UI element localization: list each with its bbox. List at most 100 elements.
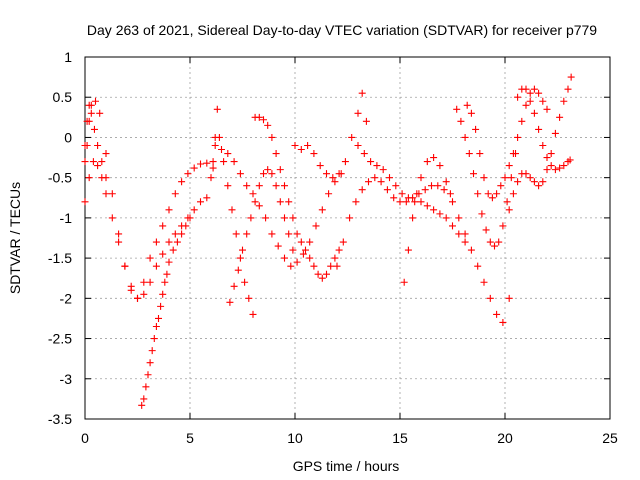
data-point — [272, 150, 280, 158]
data-point — [331, 254, 339, 262]
x-tick-label: 5 — [186, 430, 194, 446]
x-tick-label: 20 — [497, 430, 513, 446]
data-point — [362, 117, 370, 125]
data-point — [262, 214, 270, 222]
data-point — [289, 246, 297, 254]
data-point — [98, 158, 106, 166]
data-point — [121, 262, 129, 270]
data-point — [159, 250, 167, 258]
data-point — [556, 113, 564, 121]
data-point — [230, 158, 238, 166]
data-point — [249, 310, 257, 318]
data-point — [467, 246, 475, 254]
data-point — [535, 89, 543, 97]
data-point — [518, 117, 526, 125]
y-tick-label: -2 — [60, 290, 73, 306]
data-point — [467, 109, 475, 117]
data-point — [409, 214, 417, 222]
data-point — [264, 121, 272, 129]
data-point — [306, 254, 314, 262]
data-point — [243, 182, 251, 190]
data-point — [327, 262, 335, 270]
data-point — [289, 214, 297, 222]
data-point — [564, 85, 572, 93]
data-point — [197, 160, 204, 168]
data-point — [417, 174, 425, 182]
data-point — [551, 129, 559, 137]
data-point — [449, 198, 456, 206]
data-point — [377, 178, 385, 186]
data-point — [171, 190, 179, 198]
data-point — [505, 294, 513, 302]
data-point — [304, 141, 312, 149]
series-d — [138, 214, 194, 409]
data-point — [470, 170, 477, 178]
data-point — [85, 174, 93, 182]
data-point — [236, 170, 244, 178]
data-point — [285, 198, 293, 206]
series-c — [81, 101, 110, 182]
data-point — [457, 117, 465, 125]
data-point — [543, 105, 551, 113]
data-point — [272, 182, 280, 190]
data-point — [436, 162, 444, 170]
data-point — [281, 214, 288, 222]
data-point — [379, 166, 387, 174]
data-point — [318, 274, 326, 282]
data-point — [268, 230, 276, 238]
data-point — [108, 214, 116, 222]
data-point — [159, 290, 167, 298]
data-point — [92, 97, 99, 105]
data-point — [287, 262, 295, 270]
data-point — [209, 158, 217, 166]
data-point — [400, 278, 408, 286]
data-point — [480, 174, 488, 182]
data-point — [390, 194, 398, 202]
data-point — [509, 150, 517, 158]
data-point — [138, 401, 146, 409]
data-point — [144, 371, 152, 379]
data-point — [94, 162, 102, 170]
data-point — [453, 105, 461, 113]
data-point — [352, 198, 360, 206]
data-point — [218, 146, 225, 154]
data-point — [501, 174, 509, 182]
data-point — [306, 238, 314, 246]
chart-title: Day 263 of 2021, Sidereal Day-to-day VTE… — [87, 22, 597, 38]
data-point — [354, 109, 362, 117]
data-point — [499, 222, 507, 230]
data-point — [526, 89, 534, 97]
data-point — [505, 162, 513, 170]
data-point — [493, 190, 501, 198]
data-point — [402, 198, 410, 206]
data-point — [173, 238, 181, 246]
data-point — [312, 222, 320, 230]
data-point — [249, 190, 257, 198]
series-h — [251, 113, 343, 282]
data-point — [232, 230, 240, 238]
data-point — [203, 159, 211, 167]
data-point — [434, 182, 442, 190]
data-point — [236, 254, 244, 262]
data-point — [255, 182, 263, 190]
x-tick-label: 10 — [287, 430, 303, 446]
data-point — [547, 150, 555, 158]
data-point — [165, 206, 173, 214]
data-point — [346, 214, 354, 222]
series-n — [463, 85, 551, 202]
data-point — [224, 182, 232, 190]
data-point — [358, 186, 366, 194]
data-point — [115, 230, 123, 238]
data-point — [115, 238, 123, 246]
data-point — [140, 290, 148, 298]
data-point — [108, 190, 116, 198]
data-point — [285, 230, 293, 238]
data-point — [142, 383, 150, 391]
data-point — [386, 174, 393, 182]
data-point — [505, 206, 513, 214]
y-tick-label: 0 — [64, 129, 72, 145]
data-point — [152, 262, 160, 270]
data-point — [90, 125, 98, 133]
data-point — [165, 258, 173, 266]
data-point — [325, 190, 333, 198]
